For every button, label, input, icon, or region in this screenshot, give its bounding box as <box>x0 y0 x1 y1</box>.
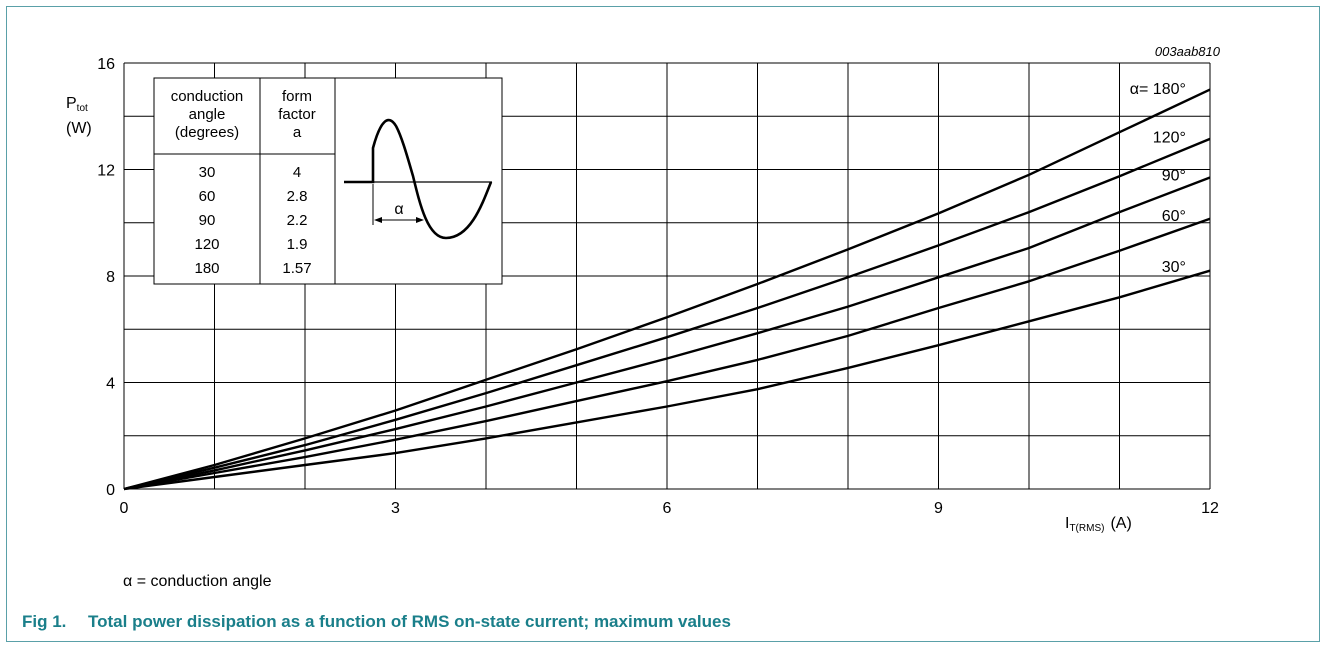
y-axis-unit: (W) <box>66 120 92 137</box>
series-line <box>123 176 1211 491</box>
inset-cell: 180 <box>194 260 219 277</box>
inset-cell: 2.2 <box>287 212 308 229</box>
inset-header-text: angle <box>189 106 226 123</box>
inset-cell: 60 <box>199 188 216 205</box>
series-labels: α= 180° 120° 90° 60° 30° <box>1130 81 1186 276</box>
x-tick-label: 12 <box>1201 500 1219 517</box>
series-label: 90° <box>1162 167 1186 184</box>
series-label: 30° <box>1162 259 1186 276</box>
figure-id: 003aab810 <box>1155 44 1221 59</box>
inset-header-text: factor <box>278 106 316 123</box>
inset-cell: 1.57 <box>282 260 311 277</box>
series-line <box>123 88 1211 491</box>
alpha-arrowhead-right <box>416 217 424 223</box>
inset-rows: 30 4 60 2.8 90 2.2 120 1.9 180 1.57 <box>194 164 311 277</box>
figure-title: Total power dissipation as a function of… <box>88 612 731 631</box>
alpha-note: α = conduction angle <box>123 573 271 591</box>
waveform-diagram: α <box>344 118 493 240</box>
series-line <box>123 137 1211 491</box>
series-line <box>123 217 1211 491</box>
y-axis-subscript: tot <box>77 103 88 114</box>
series-label: 120° <box>1153 129 1186 146</box>
x-axis-subscript: T(RMS) <box>1069 523 1104 534</box>
inset-header-text: conduction <box>171 88 244 105</box>
alpha-label: α <box>394 201 403 218</box>
y-tick-label: 4 <box>106 376 115 393</box>
waveform-trace <box>344 118 493 240</box>
x-axis-title: IT(RMS) (A) <box>1065 515 1132 534</box>
inset-cell: 4 <box>293 164 301 181</box>
x-tick-label: 9 <box>934 500 943 517</box>
x-tick-label: 0 <box>120 500 129 517</box>
y-tick-label: 8 <box>106 269 115 286</box>
x-tick-label: 3 <box>391 500 400 517</box>
inset-header-text: a <box>293 124 302 141</box>
chart-curves <box>123 88 1211 491</box>
alpha-note-text: = conduction angle <box>132 573 272 590</box>
inset-cell: 2.8 <box>287 188 308 205</box>
inset-border <box>153 77 503 285</box>
chart-grid <box>123 62 1211 490</box>
inset-cell: 120 <box>194 236 219 253</box>
y-axis-title: Ptot <box>66 95 88 114</box>
series-line <box>123 269 1211 491</box>
inset-cell: 90 <box>199 212 216 229</box>
y-tick-label: 0 <box>106 482 115 499</box>
series-label: α= 180° <box>1130 81 1186 98</box>
x-axis-symbol: I <box>1065 515 1069 532</box>
alpha-symbol: α <box>123 573 133 590</box>
series-label: 60° <box>1162 208 1186 225</box>
inset-header-text: form <box>282 88 312 105</box>
alpha-arrowhead-left <box>374 217 382 223</box>
x-tick-label: 6 <box>663 500 672 517</box>
figure-caption: Fig 1. Total power dissipation as a funct… <box>22 612 731 632</box>
y-tick-label: 16 <box>97 56 115 73</box>
figure-frame <box>6 6 1320 642</box>
x-axis-unit: (A) <box>1110 515 1131 532</box>
figure-number: Fig 1. <box>22 612 67 631</box>
y-axis-symbol: P <box>66 95 77 112</box>
inset-header-text: (degrees) <box>175 124 239 141</box>
inset-cell: 1.9 <box>287 236 308 253</box>
inset-cell: 30 <box>199 164 216 181</box>
y-tick-label: 12 <box>97 163 115 180</box>
